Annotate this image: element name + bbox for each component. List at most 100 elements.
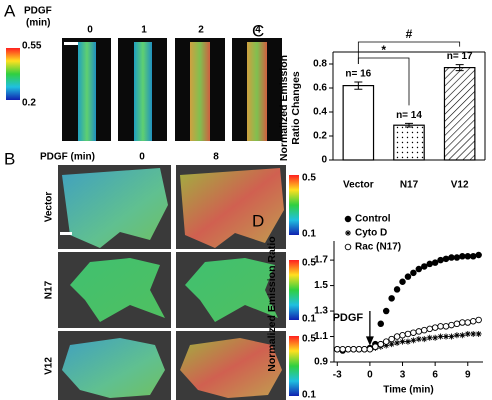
panel-label: B xyxy=(4,149,15,168)
colorbar-min: 0.1 xyxy=(302,229,316,240)
data-point xyxy=(437,256,444,264)
legend-label: Rac (N17) xyxy=(355,242,401,253)
data-point xyxy=(399,332,406,339)
legend-label: Cyto D xyxy=(355,228,387,239)
data-point xyxy=(432,334,439,341)
bar xyxy=(342,84,375,161)
data-point xyxy=(350,346,357,353)
significance-label: * xyxy=(381,43,386,57)
error-bar xyxy=(455,64,464,72)
y-tick-label: 0.6 xyxy=(313,83,327,94)
data-point xyxy=(459,332,466,339)
data-point xyxy=(442,323,450,330)
data-point xyxy=(421,336,428,343)
data-point xyxy=(339,346,346,353)
data-point xyxy=(431,324,439,331)
x-tick-label: Vector xyxy=(343,180,374,191)
condition-label: PDGF (min) xyxy=(40,152,95,163)
data-point xyxy=(334,346,341,353)
panel-label: D xyxy=(252,211,264,230)
y-tick-label: 1.7 xyxy=(314,255,328,266)
data-point xyxy=(475,330,482,337)
data-point xyxy=(453,332,460,339)
x-tick-label: 0 xyxy=(367,370,373,381)
condition-label: PDGF xyxy=(24,6,52,17)
annotation: n= 16 xyxy=(345,69,371,80)
y-tick-label: 0.2 xyxy=(313,131,327,142)
y-tick-label: 1.1 xyxy=(314,331,328,342)
data-point xyxy=(366,346,374,353)
data-point xyxy=(383,342,390,349)
data-point xyxy=(459,253,466,260)
data-point xyxy=(377,340,385,348)
panel-label: C xyxy=(252,21,264,40)
colorbar-max: 0.5 xyxy=(302,173,316,184)
data-point xyxy=(464,253,472,260)
data-point xyxy=(415,336,422,343)
data-point xyxy=(410,337,417,344)
legend-marker xyxy=(344,215,352,223)
data-point xyxy=(464,330,471,337)
data-point xyxy=(437,323,444,330)
data-point xyxy=(421,326,428,334)
colorbar-min: 0.2 xyxy=(22,98,36,109)
x-tick-label: 3 xyxy=(400,370,406,381)
y-tick-label: 0 xyxy=(321,155,327,166)
y-axis-label: Normalized Emission Ratio xyxy=(266,236,278,372)
data-point xyxy=(377,320,385,328)
data-point xyxy=(399,338,406,345)
data-point xyxy=(459,319,466,326)
significance-bracket xyxy=(357,41,461,64)
data-point xyxy=(404,330,412,338)
data-point xyxy=(469,253,477,260)
data-point xyxy=(453,320,461,328)
data-point xyxy=(344,346,352,353)
x-tick-label: 6 xyxy=(432,370,438,381)
data-point xyxy=(426,325,433,333)
data-point xyxy=(404,338,411,345)
time-label: 1 xyxy=(141,25,147,36)
y-tick-label: 0.4 xyxy=(313,107,327,118)
colorbar-max: 0.55 xyxy=(22,41,42,52)
panel-label: A xyxy=(4,1,16,20)
data-point xyxy=(443,333,450,340)
colorbar-max: 0.5 xyxy=(302,334,316,345)
data-point xyxy=(453,254,461,261)
data-point xyxy=(410,269,417,277)
time-label: 0 xyxy=(87,25,93,36)
row-label: V12 xyxy=(44,357,55,375)
data-point xyxy=(431,259,439,266)
colorbar xyxy=(6,48,20,100)
data-point xyxy=(470,330,477,337)
data-point xyxy=(475,251,482,259)
annotation: n= 17 xyxy=(447,51,473,62)
time-label: 4 xyxy=(255,25,261,36)
data-point xyxy=(388,335,395,343)
data-point xyxy=(394,339,401,346)
colorbar-min: 0.1 xyxy=(302,390,316,400)
data-point xyxy=(469,317,477,325)
annotation: PDGF xyxy=(333,312,364,324)
annotation: n= 14 xyxy=(396,110,422,121)
data-point xyxy=(382,338,390,345)
time-label: 0 xyxy=(139,152,145,163)
data-point xyxy=(361,346,368,353)
data-point xyxy=(442,255,450,263)
legend-marker xyxy=(344,243,352,251)
time-label: 8 xyxy=(213,152,219,163)
x-tick-label: 9 xyxy=(465,370,471,381)
row-label: Vector xyxy=(44,192,55,223)
data-point xyxy=(388,341,395,348)
data-point xyxy=(382,307,390,315)
annotation-arrow xyxy=(365,311,374,346)
row-label: N17 xyxy=(44,280,55,299)
legend-marker xyxy=(345,230,351,236)
data-point xyxy=(388,295,395,302)
y-tick-label: 0.9 xyxy=(314,357,328,368)
data-point xyxy=(475,316,482,324)
x-tick-label: N17 xyxy=(400,180,419,191)
data-point xyxy=(355,346,363,353)
data-point xyxy=(415,265,423,273)
